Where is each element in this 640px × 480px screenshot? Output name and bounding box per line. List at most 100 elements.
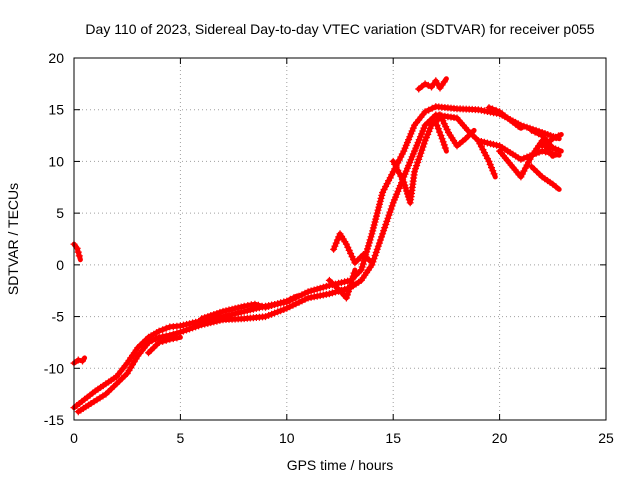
y-axis-label: SDTVAR / TECUs — [5, 183, 21, 295]
data-point — [192, 323, 200, 331]
data-point — [357, 266, 365, 274]
data-point — [344, 243, 352, 251]
data-point — [374, 206, 382, 214]
data-point — [422, 134, 430, 142]
data-point — [189, 324, 197, 332]
data-point — [330, 245, 338, 253]
data-point — [520, 154, 528, 162]
data-point — [364, 242, 372, 250]
data-point — [179, 327, 187, 335]
plot-frame — [73, 57, 607, 421]
series-track-16 — [528, 163, 562, 192]
data-point — [201, 314, 209, 322]
data-point — [277, 299, 285, 307]
data-point — [366, 236, 374, 244]
data-point — [412, 165, 419, 173]
data-point — [254, 301, 262, 309]
data-point — [428, 104, 436, 112]
data-point — [298, 297, 306, 305]
data-point — [416, 152, 424, 160]
series-track-10 — [415, 76, 449, 93]
data-point — [316, 284, 324, 292]
data-point — [162, 336, 170, 344]
x-tick-label: 20 — [492, 430, 508, 446]
x-tick-label: 5 — [177, 430, 185, 446]
data-point — [262, 313, 269, 321]
data-point — [490, 140, 497, 148]
data-point — [376, 200, 383, 208]
data-point — [480, 138, 488, 146]
series-track-1 — [70, 240, 83, 263]
series-track-9 — [389, 115, 443, 207]
data-point — [384, 214, 392, 222]
data-point — [440, 141, 448, 149]
data-point — [204, 319, 212, 327]
data-point — [485, 104, 493, 112]
data-point — [373, 212, 380, 220]
data-point — [535, 130, 543, 138]
data-point — [421, 108, 429, 116]
series-track-3 — [70, 103, 562, 412]
data-point — [343, 291, 351, 299]
data-point — [420, 140, 428, 148]
y-tick-label: 0 — [56, 257, 64, 273]
data-point — [332, 239, 340, 247]
data-point — [386, 208, 394, 216]
data-point — [488, 164, 495, 172]
data-point — [555, 132, 562, 140]
data-point — [348, 275, 356, 283]
data-point — [328, 289, 336, 297]
data-point — [347, 282, 355, 289]
data-point — [286, 295, 294, 303]
data-point — [283, 304, 291, 312]
data-point — [419, 143, 427, 151]
data-point — [274, 308, 282, 316]
data-point — [201, 320, 209, 328]
data-point — [176, 322, 184, 330]
data-point — [552, 183, 560, 191]
series-track-11 — [436, 111, 477, 150]
data-point — [373, 245, 381, 253]
y-tick-label: -15 — [44, 412, 64, 428]
data-point — [397, 172, 405, 180]
data-point — [166, 335, 174, 343]
data-point — [342, 294, 350, 302]
data-point — [376, 236, 384, 244]
data-point — [338, 279, 345, 287]
data-point — [73, 244, 81, 252]
data-point — [518, 170, 526, 178]
y-tick-label: 5 — [56, 205, 64, 221]
data-point — [402, 184, 410, 192]
data-point — [528, 126, 535, 134]
data-point — [437, 131, 445, 139]
data-point — [265, 302, 273, 310]
data-point — [322, 282, 330, 290]
data-point — [436, 128, 444, 136]
data-point — [443, 126, 451, 133]
data-point — [388, 202, 396, 210]
data-point — [380, 227, 388, 235]
data-point — [400, 178, 408, 186]
data-point — [159, 326, 167, 334]
y-tick-label: -5 — [52, 309, 65, 325]
data-point — [369, 227, 377, 235]
data-point — [348, 278, 355, 286]
data-point — [207, 319, 215, 327]
data-point — [371, 252, 379, 259]
data-point — [439, 117, 447, 125]
data-point — [440, 78, 448, 86]
data-point — [216, 308, 224, 316]
data-point — [490, 170, 498, 178]
data-point — [486, 161, 494, 168]
data-point — [413, 162, 421, 170]
data-point — [304, 288, 312, 296]
series-track-13 — [474, 137, 498, 180]
series-track-2 — [70, 355, 88, 367]
data-point — [426, 124, 434, 132]
data-point — [487, 140, 494, 148]
data-point — [225, 306, 233, 314]
data-point — [433, 121, 441, 129]
data-point — [379, 230, 387, 238]
data-point — [341, 278, 349, 286]
data-point — [439, 138, 447, 146]
